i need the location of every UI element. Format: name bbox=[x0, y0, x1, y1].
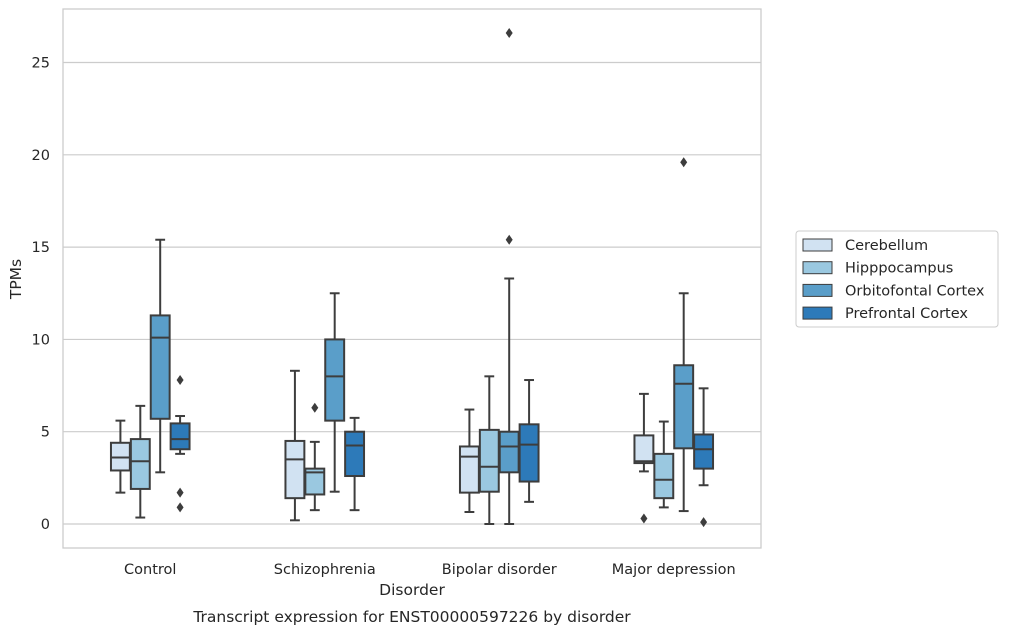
box-iqr bbox=[344, 430, 366, 478]
outlier-point bbox=[505, 234, 513, 245]
box-hipppocampus bbox=[478, 375, 500, 526]
box-iqr bbox=[169, 422, 191, 451]
y-tick-label: 10 bbox=[32, 332, 50, 348]
box-iqr bbox=[149, 314, 171, 420]
box-iqr bbox=[633, 434, 655, 465]
y-tick-label: 0 bbox=[41, 517, 50, 533]
box-prefrontal-cortex bbox=[344, 416, 366, 512]
box-iqr bbox=[693, 433, 715, 470]
legend-label: Prefrontal Cortex bbox=[845, 306, 968, 322]
box-prefrontal-cortex bbox=[518, 379, 540, 503]
y-tick-label: 25 bbox=[32, 56, 50, 72]
box-iqr bbox=[498, 430, 520, 474]
boxes bbox=[109, 27, 715, 528]
box-hipppocampus bbox=[653, 420, 675, 509]
box-iqr bbox=[458, 445, 480, 494]
box-iqr bbox=[673, 364, 695, 450]
plot-area-frame bbox=[62, 8, 762, 549]
box-iqr bbox=[284, 439, 306, 500]
outlier-point bbox=[176, 487, 184, 498]
x-tick-label: Bipolar disorder bbox=[442, 562, 557, 578]
box-prefrontal-cortex bbox=[693, 387, 715, 528]
legend-swatch bbox=[802, 261, 833, 275]
chart-caption: Transcript expression for ENST0000059722… bbox=[192, 608, 631, 626]
box-hipppocampus bbox=[129, 404, 151, 519]
legend-label: Hipppocampus bbox=[845, 261, 953, 277]
box-cerebellum bbox=[633, 392, 655, 524]
outlier-point bbox=[680, 157, 688, 168]
x-tick-label: Control bbox=[124, 562, 176, 578]
y-tick-labels: 0 5 10 15 20 25 bbox=[32, 56, 50, 533]
box-hipppocampus bbox=[304, 402, 326, 512]
box-cerebellum bbox=[284, 369, 306, 522]
box-orbitofontal-cortex bbox=[149, 238, 171, 474]
box-orbitofontal-cortex bbox=[324, 292, 346, 493]
legend-swatch bbox=[802, 238, 833, 252]
box-iqr bbox=[518, 423, 540, 483]
legend: Cerebellum Hipppocampus Orbitofontal Corte… bbox=[795, 230, 999, 328]
y-tick-label: 15 bbox=[32, 240, 50, 256]
y-tick-label: 5 bbox=[41, 425, 50, 441]
outlier-point bbox=[505, 27, 513, 38]
box-iqr bbox=[129, 438, 151, 490]
outlier-point bbox=[700, 517, 708, 528]
x-axis-label: Disorder bbox=[379, 581, 445, 599]
outlier-point bbox=[311, 402, 319, 413]
box-orbitofontal-cortex bbox=[673, 157, 695, 513]
x-tick-label: Schizophrenia bbox=[274, 562, 376, 578]
legend-swatch bbox=[802, 283, 833, 297]
legend-label: Cerebellum bbox=[845, 238, 928, 254]
box-prefrontal-cortex bbox=[169, 375, 191, 513]
box-iqr bbox=[653, 452, 675, 500]
legend-swatch bbox=[802, 306, 833, 320]
outlier-point bbox=[640, 513, 648, 524]
box-iqr bbox=[304, 467, 326, 496]
outlier-point bbox=[176, 375, 184, 386]
y-axis-label: TPMs bbox=[7, 259, 25, 300]
box-iqr bbox=[324, 338, 346, 422]
legend-label: Orbitofontal Cortex bbox=[845, 283, 985, 299]
outlier-point bbox=[176, 502, 184, 513]
box-cerebellum bbox=[458, 408, 480, 514]
x-tick-label: Major depression bbox=[612, 562, 736, 578]
x-tick-labels: Control Schizophrenia Bipolar disorder Majo… bbox=[124, 562, 736, 578]
y-tick-label: 20 bbox=[32, 148, 50, 164]
box-orbitofontal-cortex bbox=[498, 27, 520, 526]
legend-frame bbox=[795, 230, 999, 328]
box-iqr bbox=[478, 428, 500, 493]
